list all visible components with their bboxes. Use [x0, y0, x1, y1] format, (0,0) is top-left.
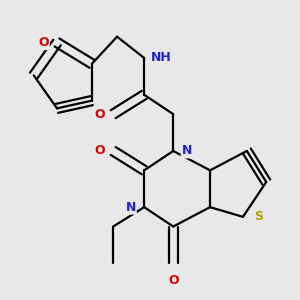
Text: S: S	[254, 210, 263, 223]
Text: NH: NH	[151, 52, 172, 64]
Text: N: N	[182, 145, 192, 158]
Text: O: O	[168, 274, 178, 287]
Text: O: O	[94, 108, 105, 121]
Text: O: O	[94, 145, 105, 158]
Text: O: O	[38, 36, 49, 49]
Text: N: N	[125, 201, 136, 214]
